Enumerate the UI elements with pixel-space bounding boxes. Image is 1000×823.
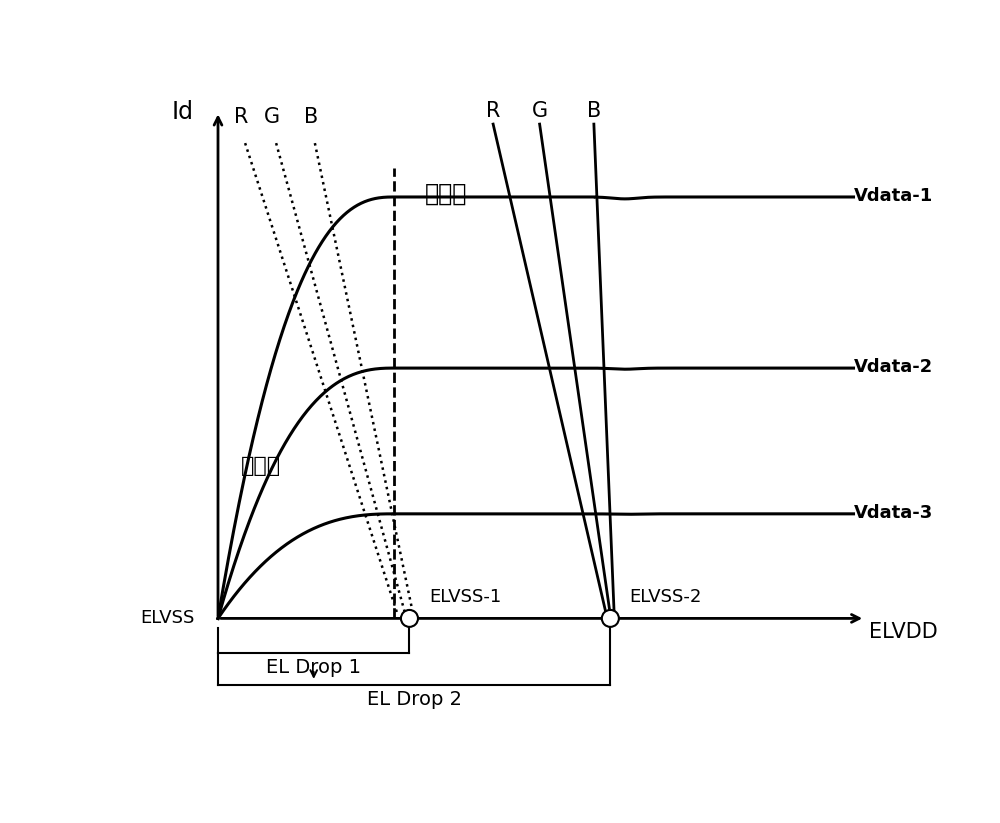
Text: ELVSS-2: ELVSS-2 xyxy=(630,588,702,606)
Text: B: B xyxy=(587,101,601,121)
Text: G: G xyxy=(532,101,548,121)
Text: Vdata-3: Vdata-3 xyxy=(854,504,933,522)
Text: 线性区: 线性区 xyxy=(241,456,281,477)
Text: Vdata-2: Vdata-2 xyxy=(854,358,933,376)
Text: ELVDD: ELVDD xyxy=(869,621,938,642)
Text: Vdata-1: Vdata-1 xyxy=(854,187,933,205)
Text: 饱和区: 饱和区 xyxy=(425,182,467,206)
Text: G: G xyxy=(264,107,280,128)
Ellipse shape xyxy=(602,610,619,627)
Text: R: R xyxy=(234,107,248,128)
Text: Id: Id xyxy=(172,100,194,124)
Text: B: B xyxy=(304,107,318,128)
Text: R: R xyxy=(486,101,500,121)
Text: EL Drop 2: EL Drop 2 xyxy=(367,690,462,709)
Text: ELVSS: ELVSS xyxy=(140,609,195,627)
Text: ELVSS-1: ELVSS-1 xyxy=(429,588,501,606)
Ellipse shape xyxy=(401,610,418,627)
Text: EL Drop 1: EL Drop 1 xyxy=(266,658,361,677)
